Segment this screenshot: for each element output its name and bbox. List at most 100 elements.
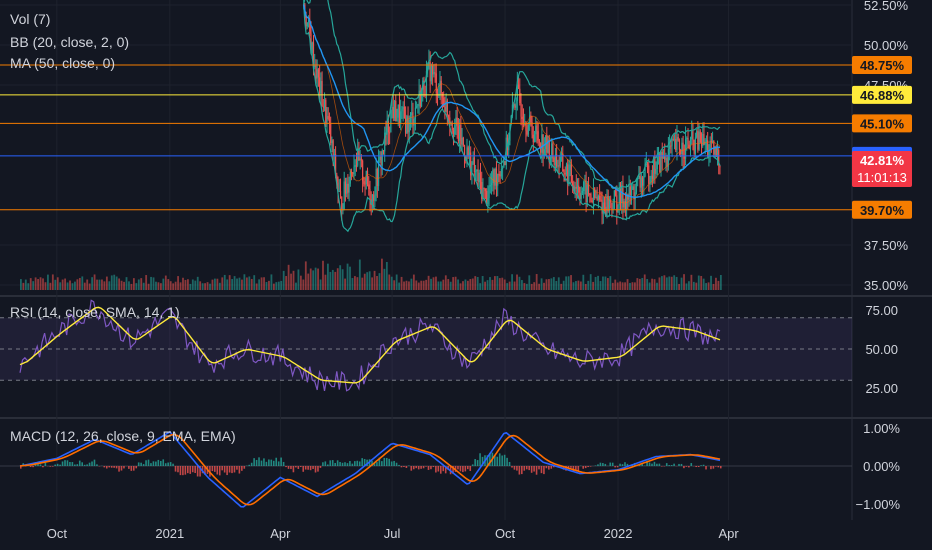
candle-body xyxy=(678,140,681,150)
bb-legend[interactable]: BB (20, close, 2, 0) xyxy=(10,34,130,50)
volume-bar xyxy=(108,281,111,290)
volume-bar xyxy=(327,263,329,290)
candle-body xyxy=(488,186,490,198)
macd-histogram-bar xyxy=(528,466,530,471)
macd-histogram-bar xyxy=(525,466,528,470)
macd-histogram-bar xyxy=(64,460,66,466)
macd-histogram-bar xyxy=(331,460,334,466)
macd-histogram-bar xyxy=(381,461,383,466)
macd-histogram-bar xyxy=(248,464,251,466)
candle-body xyxy=(558,165,560,167)
volume-bar xyxy=(346,263,349,290)
candle-body xyxy=(634,192,636,200)
macd-histogram-bar xyxy=(388,458,390,466)
volume-bar xyxy=(150,276,152,290)
candle-body xyxy=(369,189,371,200)
candle-body xyxy=(406,116,408,134)
macd-histogram-bar xyxy=(280,457,282,466)
macd-histogram-bar xyxy=(609,462,612,466)
candle-body xyxy=(382,150,385,152)
volume-bar xyxy=(356,277,359,290)
macd-histogram-bar xyxy=(444,466,447,474)
macd-histogram-bar xyxy=(108,466,111,468)
volume-bar xyxy=(361,277,364,290)
volume-bar xyxy=(597,275,599,290)
macd-axis-label: 1.00% xyxy=(863,421,900,436)
candle-body xyxy=(390,110,392,133)
candle-body xyxy=(551,143,553,159)
volume-bar xyxy=(221,277,224,290)
volume-bar xyxy=(376,276,378,290)
volume-bar xyxy=(594,276,597,290)
time-axis-label: 2022 xyxy=(604,526,633,541)
volume-bar xyxy=(209,283,211,290)
candle-body xyxy=(667,149,669,167)
volume-bar xyxy=(128,281,130,290)
candle-body xyxy=(316,69,318,79)
volume-bar xyxy=(336,268,339,290)
volume-bar xyxy=(78,277,81,290)
volume-bar xyxy=(317,268,319,290)
macd-histogram-bar xyxy=(673,463,675,466)
candle-body xyxy=(470,152,472,176)
candle-body xyxy=(573,185,575,191)
volume-bar xyxy=(543,282,545,290)
candle-body xyxy=(349,171,351,184)
volume-bar xyxy=(658,277,661,290)
macd-histogram-bar xyxy=(420,466,422,469)
volume-bar xyxy=(110,275,113,290)
macd-histogram-bar xyxy=(204,466,206,475)
macd-histogram-bar xyxy=(297,466,300,469)
candle-body xyxy=(381,150,383,166)
candle-body xyxy=(516,84,518,101)
candle-body xyxy=(532,134,534,143)
macd-histogram-bar xyxy=(302,466,305,472)
macd-histogram-bar xyxy=(275,457,278,466)
rsi-legend[interactable]: RSI (14, close, SMA, 14, 1) xyxy=(10,304,180,320)
macd-legend[interactable]: MACD (12, 26, close, 9, EMA, EMA) xyxy=(10,428,236,444)
vol-legend[interactable]: Vol (7) xyxy=(10,11,51,27)
macd-histogram-bar xyxy=(317,466,319,472)
candle-body xyxy=(323,99,326,108)
candle-body xyxy=(492,169,494,184)
volume-bar xyxy=(469,279,472,290)
macd-histogram-bar xyxy=(584,466,587,469)
candle-body xyxy=(578,185,580,193)
candle-body xyxy=(451,122,453,131)
candle-body xyxy=(589,194,591,196)
volume-bar xyxy=(304,261,307,290)
macd-histogram-bar xyxy=(145,460,147,466)
candle-body xyxy=(718,149,720,166)
volume-bar xyxy=(358,259,361,290)
macd-histogram-bar xyxy=(572,466,575,472)
macd-histogram-bar xyxy=(336,460,339,466)
volume-bar xyxy=(690,274,693,290)
volume-bar xyxy=(408,281,410,290)
macd-histogram-bar xyxy=(626,463,629,466)
candle-body xyxy=(384,132,386,152)
candle-body xyxy=(538,140,541,143)
candle-body xyxy=(526,130,528,135)
candle-body xyxy=(563,171,565,174)
volume-bar xyxy=(538,283,541,290)
volume-bar xyxy=(199,281,202,290)
volume-bar xyxy=(159,283,162,290)
volume-bar xyxy=(27,283,30,290)
candle-body xyxy=(482,187,484,200)
macd-histogram-bar xyxy=(390,461,393,466)
volume-bar xyxy=(675,276,678,290)
candle-body xyxy=(486,190,488,205)
bb-upper-line xyxy=(303,0,721,191)
macd-histogram-bar xyxy=(589,466,592,467)
volume-bar xyxy=(602,276,604,290)
macd-axis-label: −1.00% xyxy=(856,497,901,512)
macd-histogram-bar xyxy=(548,466,550,470)
candle-body xyxy=(412,112,414,126)
ma-legend[interactable]: MA (50, close, 0) xyxy=(10,55,116,71)
candle-body xyxy=(542,134,544,154)
macd-histogram-bar xyxy=(653,461,656,466)
macd-histogram-bar xyxy=(417,466,420,470)
volume-bar xyxy=(437,281,440,290)
candle-body xyxy=(354,165,356,167)
